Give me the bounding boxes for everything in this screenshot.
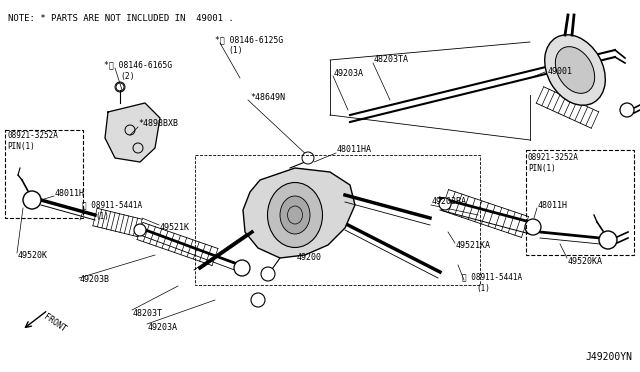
Text: 49520K: 49520K <box>18 251 48 260</box>
Ellipse shape <box>280 196 310 234</box>
Ellipse shape <box>545 35 605 105</box>
Text: 48011HA: 48011HA <box>337 145 372 154</box>
Text: 49203A: 49203A <box>334 68 364 77</box>
Text: 48011H: 48011H <box>55 189 85 198</box>
Circle shape <box>620 103 634 117</box>
Polygon shape <box>105 103 160 162</box>
Text: 48011H: 48011H <box>538 201 568 209</box>
Text: 08921-3252A: 08921-3252A <box>7 131 58 140</box>
Text: 08921-3252A: 08921-3252A <box>528 154 579 163</box>
Text: (2): (2) <box>120 71 134 80</box>
Circle shape <box>134 224 146 236</box>
Text: 49203A: 49203A <box>148 323 178 331</box>
Polygon shape <box>243 168 355 258</box>
Text: PIN(1): PIN(1) <box>7 141 35 151</box>
Text: NOTE: * PARTS ARE NOT INCLUDED IN  49001 .: NOTE: * PARTS ARE NOT INCLUDED IN 49001 … <box>8 14 234 23</box>
Text: *Ⓑ 08146-6165G: *Ⓑ 08146-6165G <box>104 61 172 70</box>
Bar <box>5 130 83 218</box>
Text: J49200YN: J49200YN <box>585 352 632 362</box>
Text: 49520KA: 49520KA <box>568 257 603 266</box>
Text: 49203B: 49203B <box>80 276 110 285</box>
Text: PIN(1): PIN(1) <box>528 164 556 173</box>
Text: *4898BXB: *4898BXB <box>138 119 178 128</box>
Text: 49001: 49001 <box>548 67 573 77</box>
Text: FRONT: FRONT <box>42 312 68 334</box>
Circle shape <box>525 219 541 235</box>
Circle shape <box>599 231 617 249</box>
Ellipse shape <box>556 46 595 93</box>
Text: (1): (1) <box>476 283 490 292</box>
Text: *Ⓑ 08146-6125G: *Ⓑ 08146-6125G <box>215 35 284 45</box>
Circle shape <box>261 267 275 281</box>
Bar <box>526 150 634 255</box>
Circle shape <box>234 260 250 276</box>
Circle shape <box>439 198 451 210</box>
Text: (1): (1) <box>228 46 243 55</box>
Text: 48203TA: 48203TA <box>374 55 409 64</box>
Text: 49521K: 49521K <box>160 224 190 232</box>
Ellipse shape <box>268 183 323 247</box>
Circle shape <box>302 152 314 164</box>
Text: Ⓝ 08911-5441A: Ⓝ 08911-5441A <box>462 273 522 282</box>
Text: 49521KA: 49521KA <box>456 241 491 250</box>
Text: *48649N: *48649N <box>250 93 285 102</box>
Text: 48203T: 48203T <box>133 308 163 317</box>
Text: 49200: 49200 <box>297 253 322 263</box>
Text: Ⓝ 08911-5441A: Ⓝ 08911-5441A <box>82 201 142 209</box>
Circle shape <box>23 191 41 209</box>
Text: (1): (1) <box>95 212 109 221</box>
Text: 49203BA: 49203BA <box>432 198 467 206</box>
Bar <box>195 155 480 285</box>
